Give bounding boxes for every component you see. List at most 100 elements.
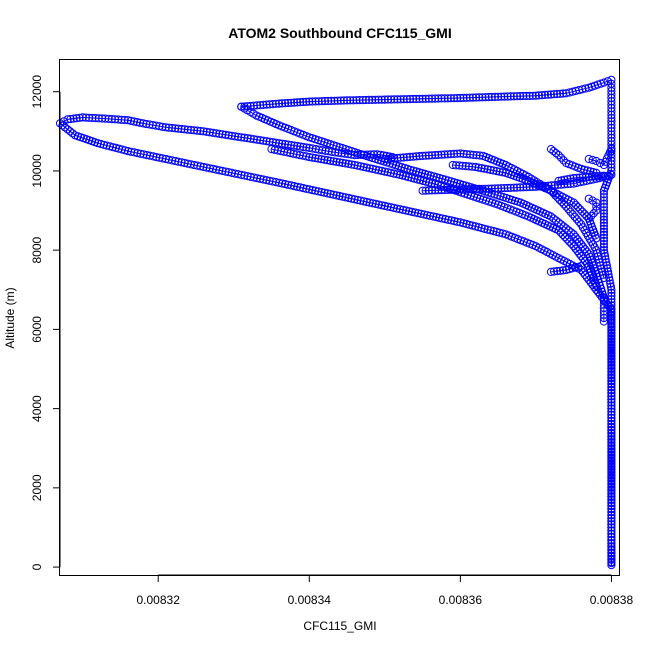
data-point (480, 164, 489, 173)
data-point (417, 209, 426, 218)
data-point (578, 173, 587, 182)
data-point (139, 119, 148, 128)
data-point (374, 200, 383, 209)
data-point (268, 100, 277, 109)
data-point (490, 184, 500, 193)
data-point (271, 178, 280, 187)
data-point (63, 115, 72, 124)
data-point (584, 154, 593, 164)
data-point (321, 146, 330, 155)
data-point (446, 94, 455, 103)
data-point (286, 149, 295, 158)
data-point (592, 206, 601, 215)
data-point (607, 367, 616, 376)
data-point (607, 385, 616, 394)
data-point (599, 227, 609, 236)
data-point (554, 226, 563, 235)
data-point (130, 148, 139, 157)
data-point (607, 520, 616, 529)
data-point (299, 97, 308, 107)
data-point (383, 154, 393, 163)
data-point (587, 211, 596, 220)
data-point (424, 151, 433, 160)
data-point (107, 115, 116, 124)
data-point (459, 149, 468, 158)
data-point (243, 134, 252, 143)
data-point (346, 96, 355, 105)
data-point (152, 153, 161, 162)
data-point (607, 555, 616, 565)
data-point (368, 164, 377, 173)
data-point (407, 207, 417, 216)
data-point (607, 423, 616, 432)
data-point (377, 95, 386, 104)
data-point (474, 223, 483, 232)
data-point (341, 159, 350, 168)
data-point (431, 151, 440, 160)
data-point (607, 542, 616, 552)
data-point (174, 157, 183, 166)
data-point (607, 529, 616, 539)
data-point (104, 114, 113, 124)
data-point (453, 185, 462, 194)
data-point (471, 162, 480, 172)
data-point (353, 161, 362, 170)
data-point (599, 189, 609, 199)
data-point (302, 184, 311, 193)
data-point (607, 335, 616, 344)
data-point (389, 203, 398, 212)
data-point (549, 147, 558, 156)
data-point (224, 131, 233, 140)
data-point (114, 115, 123, 124)
data-point (575, 86, 584, 95)
data-point (311, 145, 320, 154)
data-point (227, 131, 236, 140)
data-point (268, 177, 277, 186)
data-point (98, 114, 107, 123)
data-point (606, 282, 616, 291)
data-point (339, 96, 348, 105)
data-point (599, 196, 609, 205)
data-point (183, 125, 192, 134)
data-point (387, 95, 396, 104)
data-point (323, 189, 332, 198)
data-point (486, 226, 495, 235)
data-point (419, 176, 428, 186)
data-point (276, 147, 286, 156)
data-point (329, 190, 338, 199)
data-point (607, 130, 616, 139)
data-point (117, 145, 127, 154)
data-point (249, 135, 258, 144)
data-point (139, 150, 148, 159)
data-point (471, 222, 480, 231)
data-point (525, 91, 534, 101)
data-point (155, 153, 164, 162)
data-point (180, 125, 189, 134)
data-point (333, 96, 342, 105)
data-point (599, 171, 609, 180)
data-point (409, 94, 418, 104)
data-point (308, 144, 317, 153)
x-axis: 0.00832 0.00834 0.00836 0.00838 (137, 574, 633, 607)
data-point (441, 215, 450, 224)
data-point (528, 91, 537, 100)
data-point (607, 342, 616, 351)
data-point (566, 207, 575, 216)
data-point (314, 187, 323, 196)
data-point (607, 348, 616, 357)
data-point (483, 225, 492, 234)
data-point (607, 517, 616, 526)
data-point (256, 174, 265, 183)
data-point (599, 218, 609, 227)
data-point (326, 156, 335, 165)
data-point (434, 186, 443, 195)
data-point (71, 131, 80, 140)
data-point (567, 239, 576, 248)
data-point (607, 329, 616, 338)
data-point (560, 233, 570, 242)
data-point (599, 236, 609, 246)
data-point (177, 124, 186, 134)
data-point (270, 145, 279, 154)
data-point (607, 536, 616, 545)
